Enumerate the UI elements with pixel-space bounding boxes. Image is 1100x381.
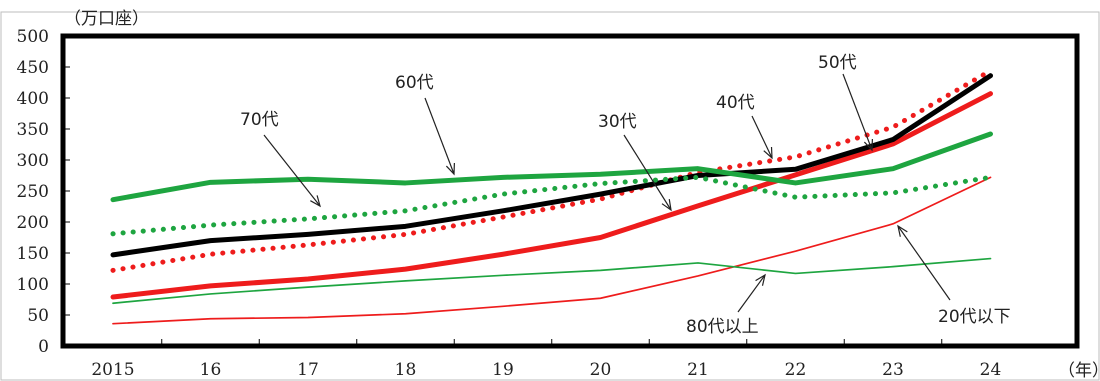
x-tick-label: 17 (297, 360, 319, 380)
series-line-3 (110, 73, 993, 258)
annotation-label: 80代以上 (686, 317, 759, 337)
outer-frame (0, 11, 1100, 381)
plot-frame (60, 33, 1080, 349)
annotation-arrow-shaft (623, 134, 672, 211)
y-unit-label: （万口座） (64, 9, 149, 29)
series-line-4 (110, 131, 993, 203)
annotation-arrow-head (763, 146, 773, 160)
annotation-arrow-head (661, 199, 672, 212)
annotation-label: 20代以下 (938, 307, 1011, 327)
annotation-arrow-shaft (263, 134, 321, 207)
y-tick-label: 150 (17, 244, 49, 264)
series-line-5 (110, 174, 993, 237)
annotation-arrow-head (445, 162, 455, 176)
y-tick-label: 400 (17, 89, 49, 109)
series-line-6 (112, 257, 992, 305)
annotation-arrow-head (755, 273, 766, 286)
annotation-label: 70代 (240, 110, 279, 130)
y-tick-label: 500 (17, 27, 49, 47)
annotation-arrow-shaft (737, 274, 766, 313)
x-tick-label: 22 (785, 360, 807, 380)
x-tick-label: 16 (200, 360, 222, 380)
series-line-1 (110, 91, 993, 300)
y-tick-label: 200 (17, 213, 49, 233)
annotation-label: 30代 (598, 112, 637, 132)
annotation-label: 40代 (716, 93, 755, 113)
annotation-label: 60代 (395, 73, 434, 93)
annotation-arrow-head (310, 195, 321, 208)
series-line-0 (112, 176, 992, 325)
series-lines (110, 68, 993, 325)
y-tick-label: 300 (17, 151, 49, 171)
x-tick-label: 2015 (91, 360, 134, 380)
annotations: 50代 40代 60代 70代 30代 80代以上 20代以下 (240, 53, 1011, 337)
annotation-arrow-head (897, 224, 908, 237)
x-tick-label: 23 (882, 360, 904, 380)
annotation-arrow-shaft (424, 97, 455, 175)
y-tick-label: 450 (17, 58, 49, 78)
x-tick-label: 24 (980, 360, 1002, 380)
y-axis: 0 50 100 150 200 250 300 350 400 450 500 (17, 27, 70, 357)
annotation-label: 50代 (818, 53, 857, 73)
x-axis: 2015 16 17 18 19 20 21 22 23 24 (91, 339, 1001, 380)
series-line-2 (110, 68, 993, 273)
annotation-arrow-head (863, 138, 873, 152)
y-tick-label: 0 (38, 337, 49, 357)
y-tick-label: 50 (27, 306, 49, 326)
y-tick-label: 250 (17, 182, 49, 202)
x-tick-label: 19 (492, 360, 514, 380)
x-unit-label: （年） (1058, 361, 1100, 381)
annotation-arrow-shaft (842, 73, 873, 151)
x-tick-label: 20 (590, 360, 612, 380)
x-tick-label: 21 (687, 360, 709, 380)
y-tick-label: 350 (17, 120, 49, 140)
y-tick-label: 100 (17, 275, 49, 295)
annotation-arrow-shaft (897, 225, 951, 301)
x-tick-label: 18 (395, 360, 417, 380)
annotation-arrow-shaft (751, 115, 773, 159)
